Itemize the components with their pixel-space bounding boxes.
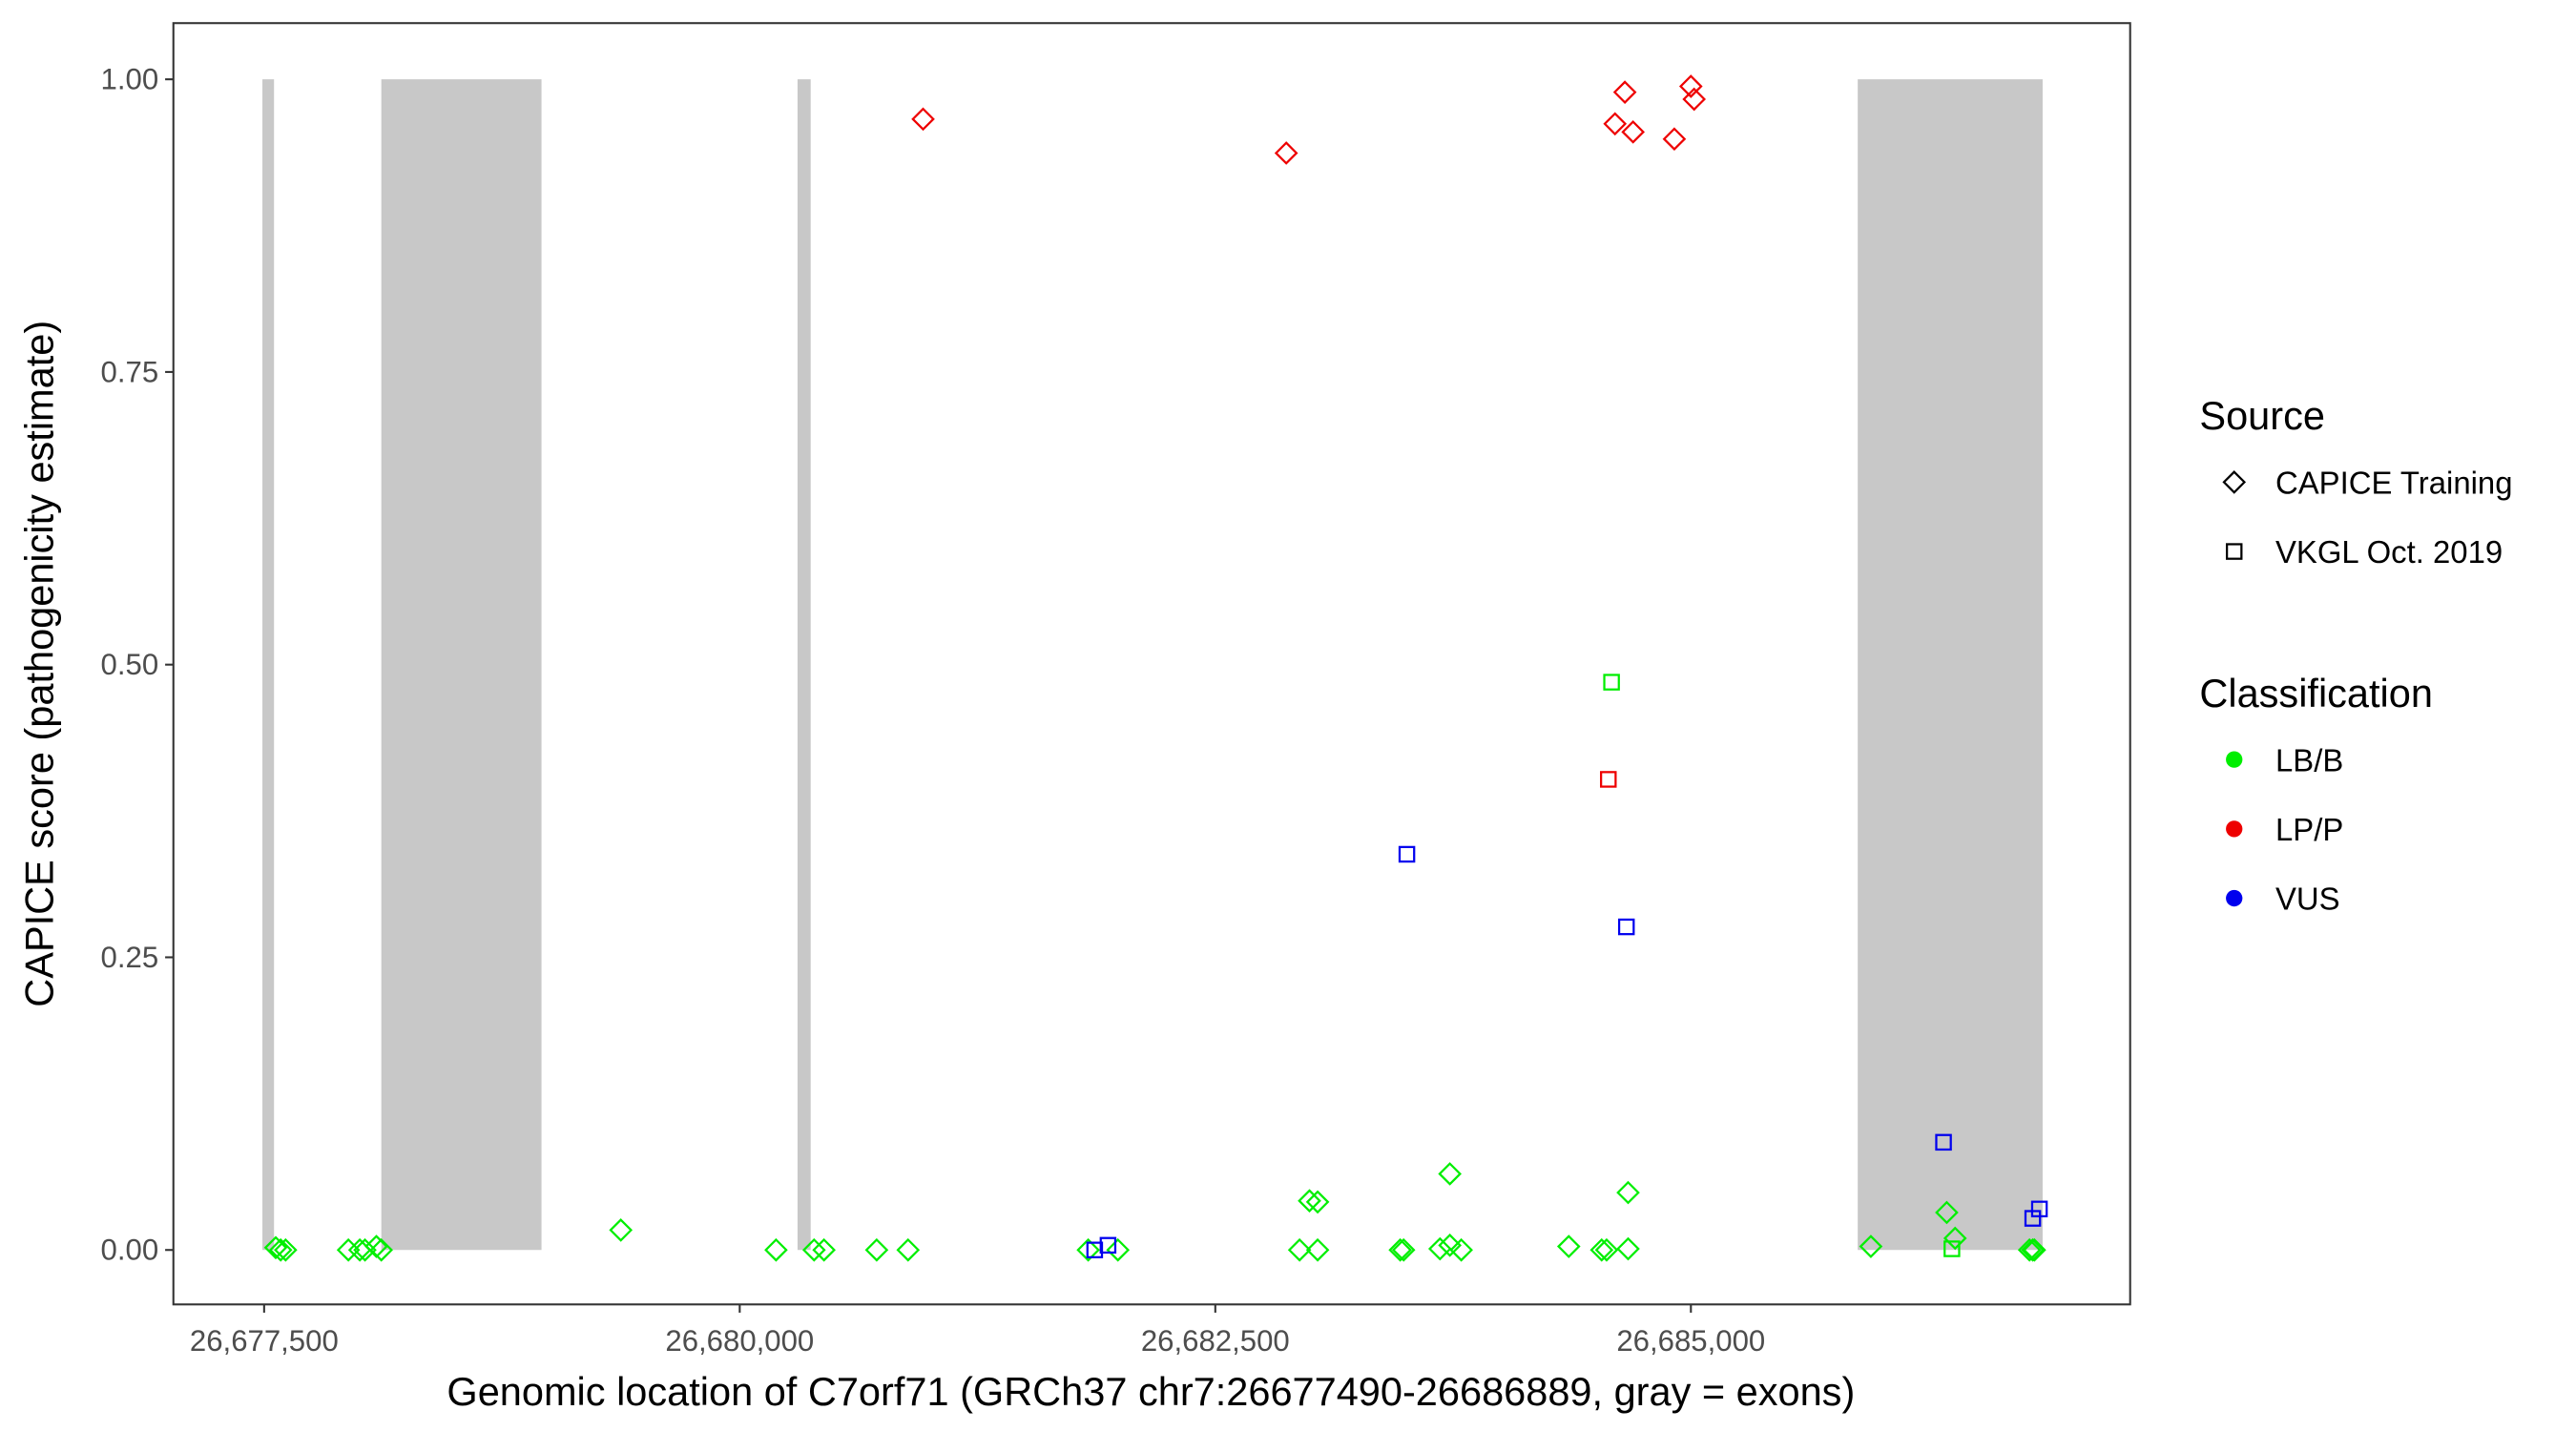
data-point [864,1237,889,1262]
data-point [1935,1200,1959,1225]
data-point [1438,1234,1462,1257]
data-point [896,1237,921,1262]
exon-4 [1858,79,2043,1251]
data-point [764,1237,788,1262]
data-point [274,1237,298,1262]
x-tick-label: 26,680,000 [665,1324,814,1358]
data-point [2017,1237,2042,1262]
data-point [1398,845,1416,863]
data-point [1612,80,1637,104]
data-point [609,1218,634,1242]
data-point [1603,674,1620,691]
data-point [1305,1237,1330,1262]
data-point [1305,1190,1330,1214]
data-point [336,1237,361,1262]
legend-item-label: LB/B [2275,742,2343,778]
exon-1 [262,79,275,1251]
y-tick-label: 0.00 [101,1234,159,1267]
data-point [1600,771,1617,788]
data-point [1662,127,1687,152]
exon-2 [381,79,542,1251]
data-point [268,1237,293,1262]
legend-item-label: CAPICE Training [2275,465,2513,500]
x-tick-label: 26,682,500 [1141,1324,1290,1358]
data-points [263,74,2048,1262]
legend-key-dot-icon [2226,889,2243,907]
data-point [1438,1162,1462,1186]
data-point [1617,918,1635,936]
x-tick-label: 26,677,500 [190,1324,339,1358]
data-point [1086,1241,1104,1258]
data-point [1391,1237,1416,1262]
data-point [1621,120,1645,144]
data-point [812,1237,836,1262]
data-point [2021,1237,2045,1262]
data-point [1594,1237,1619,1262]
y-tick-label: 1.00 [101,63,159,96]
data-point [1943,1240,1961,1257]
legend: Source CAPICE Training VKGL Oct. 2019 Cla… [2199,393,2512,917]
data-point [1678,74,1703,98]
legend-key-diamond-icon [2222,470,2247,494]
x-axis: 26,677,500 26,680,000 26,682,500 26,685,000 [190,1304,1765,1358]
legend-item-label: VKGL Oct. 2019 [2275,534,2503,570]
data-point [1099,1236,1117,1255]
exon-regions [262,79,2043,1251]
x-tick-label: 26,685,000 [1616,1324,1765,1358]
legend-source-title: Source [2199,393,2325,438]
y-tick-label: 0.75 [101,355,159,388]
data-point [1556,1234,1581,1258]
y-axis: 0.00 0.25 0.50 0.75 1.00 [101,63,174,1267]
data-point [1106,1237,1131,1262]
data-point [801,1237,826,1262]
data-point [1427,1236,1452,1261]
data-point [1298,1189,1321,1213]
data-point [1942,1226,1967,1251]
data-point [1589,1237,1614,1262]
data-point [911,107,935,132]
data-point [1287,1237,1312,1262]
data-point [1449,1237,1473,1262]
data-point [1388,1237,1412,1262]
data-point [353,1237,377,1262]
y-tick-label: 0.25 [101,941,159,974]
legend-item-label: VUS [2275,881,2340,917]
legend-key-dot-icon [2226,820,2243,838]
data-point [1616,1236,1640,1261]
y-tick-label: 0.50 [101,648,159,681]
data-point [1603,112,1628,136]
legend-classification-title: Classification [2199,671,2433,716]
y-axis-label: CAPICE score (pathogenicity estimate) [16,321,61,1007]
data-point [1616,1180,1640,1205]
exon-3 [797,79,811,1251]
x-axis-label: Genomic location of C7orf71 (GRCh37 chr7… [447,1369,1855,1414]
data-point [369,1237,393,1262]
data-point [2030,1200,2048,1218]
data-point [2023,1237,2046,1262]
data-point [1076,1237,1100,1262]
data-point [1274,141,1298,165]
legend-key-dot-icon [2226,751,2243,768]
legend-item-label: LP/P [2275,812,2343,847]
data-point [1935,1133,1952,1151]
data-point [1859,1234,1883,1258]
data-point [1682,87,1707,112]
legend-key-square-icon [2225,543,2243,560]
